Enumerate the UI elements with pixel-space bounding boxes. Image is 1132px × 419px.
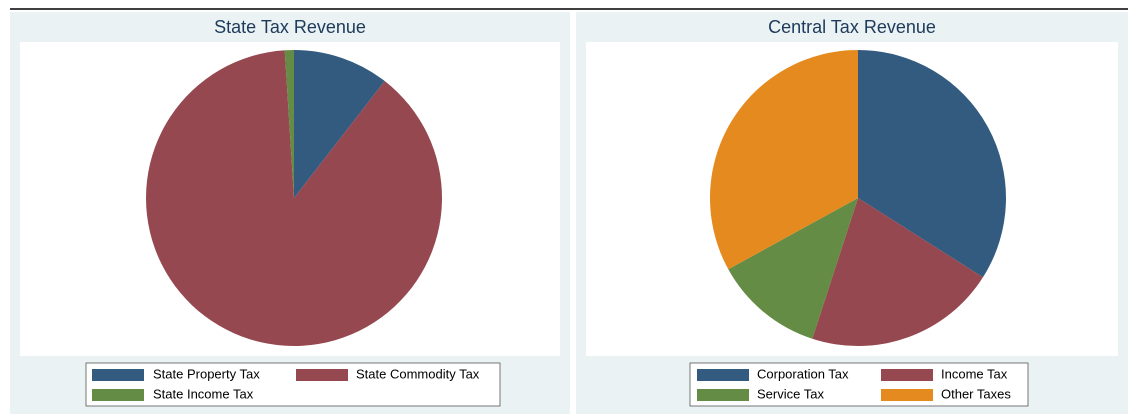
legend-box (85, 362, 501, 407)
legend-swatch (92, 369, 144, 381)
legend-swatch (881, 389, 933, 401)
legend-label: Corporation Tax (757, 366, 849, 381)
pie-slice (284, 50, 294, 198)
legend-label: Service Tax (757, 386, 824, 401)
pie-slice (858, 50, 1006, 278)
legend-label: State Income Tax (153, 386, 254, 401)
pie-slice (294, 50, 385, 198)
legend-swatch (296, 369, 348, 381)
pie-slice (812, 198, 983, 346)
legend-label: State Property Tax (153, 366, 260, 381)
chart-title: State Tax Revenue (214, 17, 366, 37)
legend-label: State Commodity Tax (356, 366, 480, 381)
pie-slice (145, 50, 442, 347)
pie-slice (728, 198, 858, 339)
pie-slice (710, 50, 858, 270)
legend-label: Income Tax (941, 366, 1008, 381)
chart-title: Central Tax Revenue (768, 17, 936, 37)
legend-swatch (697, 389, 749, 401)
legend-label: Other Taxes (941, 386, 1011, 401)
legend-swatch (92, 389, 144, 401)
legend-swatch (697, 369, 749, 381)
legend-swatch (881, 369, 933, 381)
